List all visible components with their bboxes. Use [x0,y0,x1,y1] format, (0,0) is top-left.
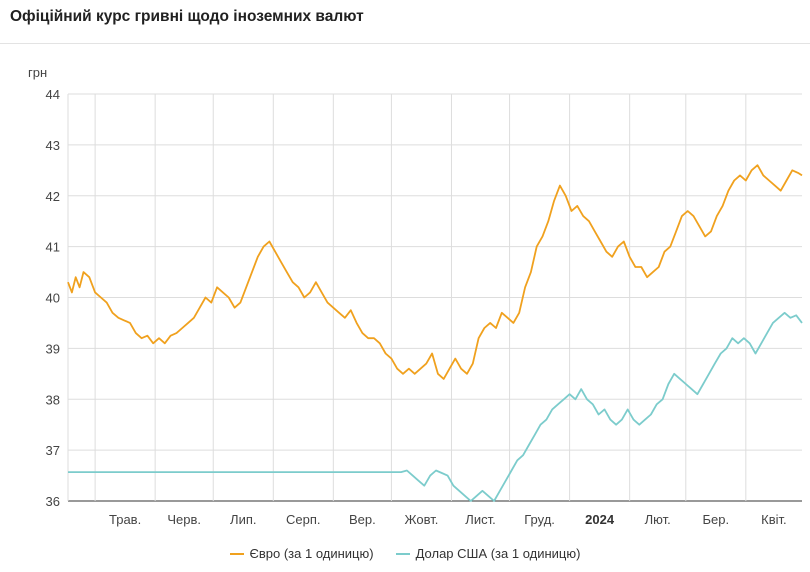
legend-item-euro[interactable]: Євро (за 1 одиницю) [229,546,374,561]
legend-swatch-euro [229,552,244,555]
line-chart: 36 37 38 39 40 41 42 43 44 Трав. Черв. Лип. Серп. Ве… [28,65,803,527]
x-tick-label: Серп. [286,512,321,527]
x-tick-label: Трав. [109,512,141,527]
y-tick-label: 43 [46,138,60,153]
x-tick-label: Лист. [465,512,495,527]
y-tick-label: 42 [46,189,60,204]
x-tick-label: 2024 [585,512,615,527]
series-lines [67,164,803,502]
y-tick-label: 41 [46,240,60,255]
y-tick-label: 38 [46,392,60,407]
x-tick-label: Вер. [349,512,376,527]
y-tick-label: 44 [46,87,60,102]
grid [67,93,802,502]
series-line-1 [68,311,803,502]
x-tick-label: Груд. [524,512,555,527]
x-tick-label: Черв. [167,512,201,527]
chart-title: Офіційний курс гривні щодо іноземних вал… [10,8,364,25]
y-axis-ticks: 36 37 38 39 40 41 42 43 44 [46,87,60,509]
legend-swatch-usd [395,552,410,555]
legend-label-euro: Євро (за 1 одиницю) [249,546,374,561]
y-tick-label: 36 [46,494,60,509]
legend: Євро (за 1 одиницю) Долар США (за 1 один… [0,546,810,561]
x-tick-label: Лют. [645,512,671,527]
legend-label-usd: Долар США (за 1 одиницю) [415,546,581,561]
y-axis-unit: грн [28,65,47,80]
x-tick-label: Жовт. [405,512,439,527]
x-tick-label: Квіт. [761,512,787,527]
title-divider [0,43,810,44]
y-tick-label: 40 [46,291,60,306]
x-tick-label: Бер. [703,512,730,527]
x-axis-ticks: Трав. Черв. Лип. Серп. Вер. Жовт. Лист. Груд. 20… [109,512,787,527]
x-tick-label: Лип. [230,512,256,527]
y-tick-label: 37 [46,443,60,458]
legend-item-usd[interactable]: Долар США (за 1 одиницю) [395,546,581,561]
y-tick-label: 39 [46,341,60,356]
series-line-0 [67,164,803,380]
